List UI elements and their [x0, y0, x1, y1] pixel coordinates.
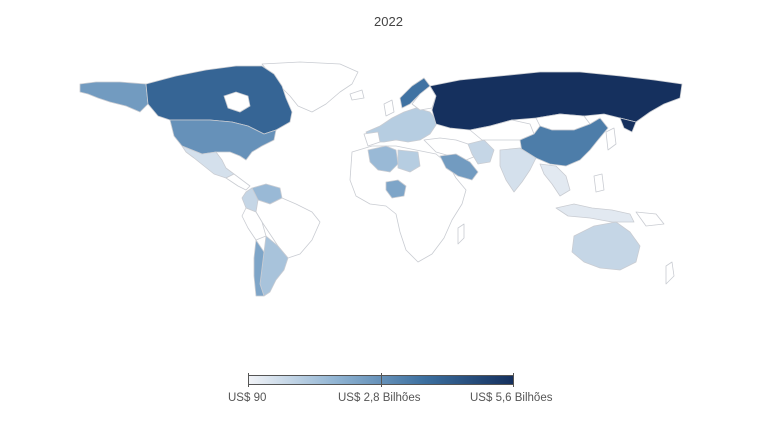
region-iran[interactable]	[467, 139, 495, 165]
region-iberia[interactable]	[363, 131, 381, 147]
region-saudi-arabia[interactable]	[439, 153, 479, 181]
legend-label-min: US$ 90	[228, 392, 267, 404]
legend-tick-max	[513, 373, 514, 387]
region-chile[interactable]	[253, 239, 265, 297]
region-nigeria[interactable]	[385, 179, 407, 199]
region-india[interactable]	[499, 147, 537, 193]
region-peru[interactable]	[241, 207, 267, 241]
region-new-zealand[interactable]	[665, 261, 675, 285]
region-africa[interactable]	[349, 145, 467, 263]
legend-tick-mid	[381, 373, 382, 387]
region-australia[interactable]	[571, 221, 641, 271]
legend-label-mid: US$ 2,8 Bilhões	[338, 392, 421, 404]
region-alaska[interactable]	[79, 81, 149, 113]
region-papua[interactable]	[635, 211, 665, 227]
region-brazil[interactable]	[255, 197, 321, 259]
chart-title: 2022	[374, 14, 403, 29]
region-madagascar[interactable]	[457, 223, 465, 245]
region-iceland[interactable]	[349, 89, 365, 101]
legend-label-max: US$ 5,6 Bilhões	[470, 392, 553, 404]
region-algeria[interactable]	[367, 145, 399, 173]
region-europe[interactable]	[365, 107, 439, 143]
region-japan[interactable]	[605, 127, 617, 151]
region-indonesia[interactable]	[555, 203, 635, 223]
region-uk[interactable]	[383, 99, 395, 117]
region-southeast-asia[interactable]	[539, 163, 571, 197]
region-central-america[interactable]	[225, 173, 251, 191]
region-libya[interactable]	[397, 149, 421, 173]
legend-tick-min	[248, 373, 249, 387]
region-kamchatka[interactable]	[619, 117, 637, 133]
region-china[interactable]	[519, 117, 609, 167]
region-philippines[interactable]	[593, 173, 605, 193]
